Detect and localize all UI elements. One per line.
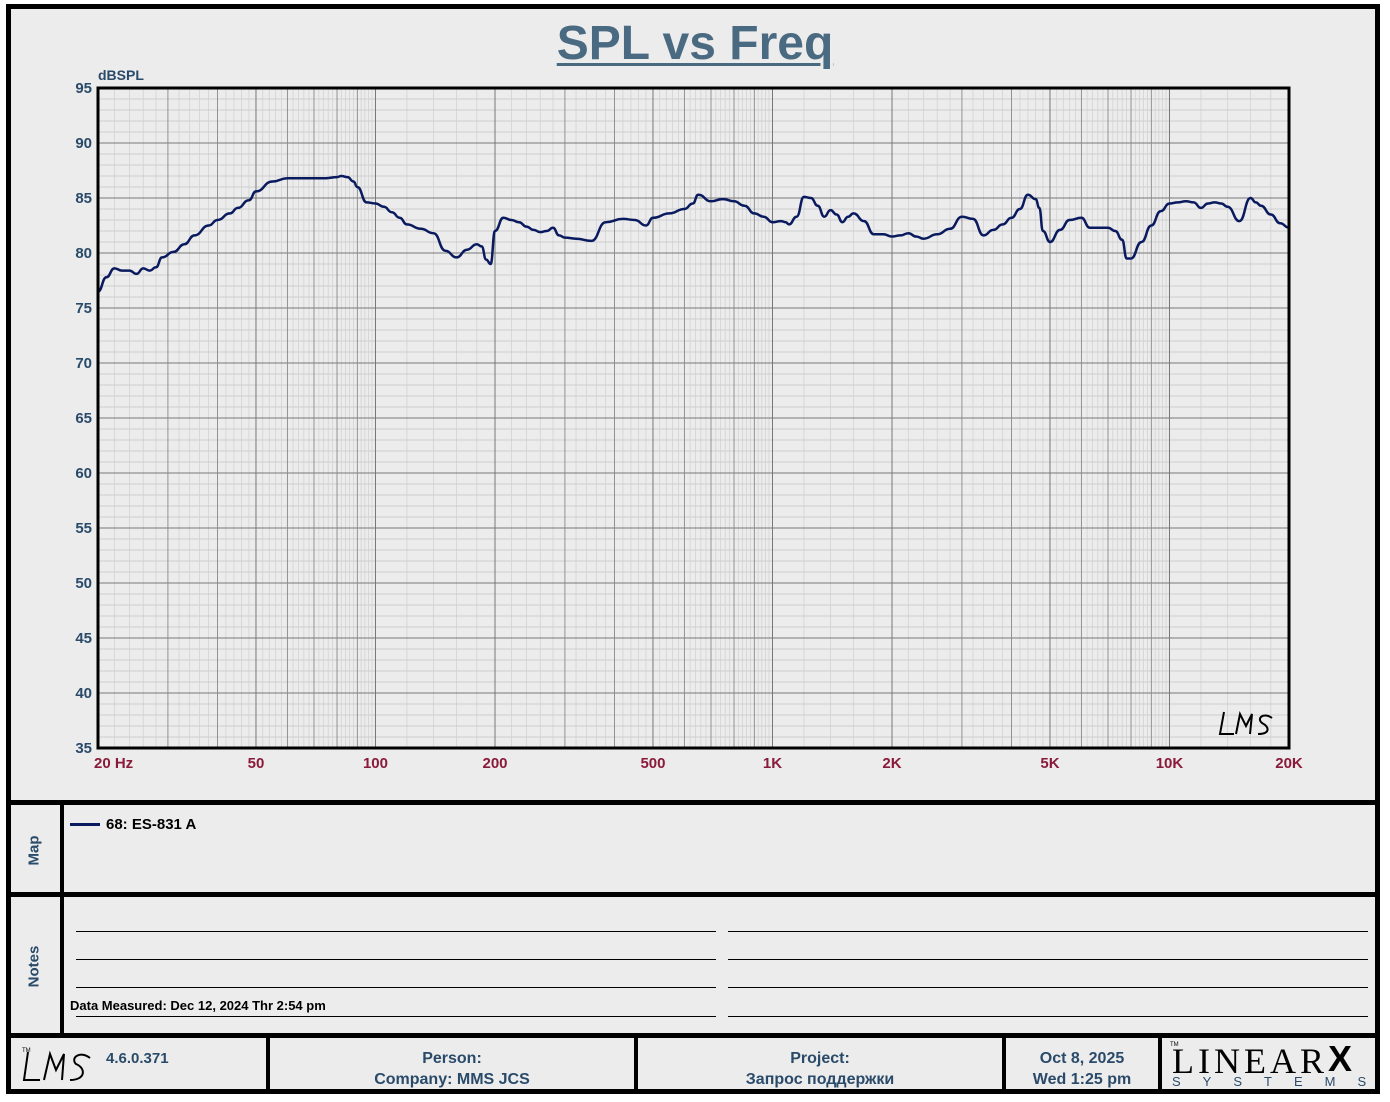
x-tick-label: 5K [1040, 755, 1059, 772]
x-tick-label: 20K [1275, 755, 1303, 772]
notes-label: Notes [25, 945, 43, 988]
note-line [728, 959, 1368, 960]
y-tick-label: 60 [75, 465, 92, 482]
y-tick-label: 35 [75, 740, 92, 757]
y-axis-label: dBSPL [98, 67, 144, 83]
legend-swatch [70, 823, 100, 826]
svg-text:TM: TM [22, 1048, 31, 1054]
divider-footer-top [6, 1033, 1380, 1038]
y-tick-label: 45 [75, 630, 92, 647]
company-text: Company: MMS JCS [374, 1071, 530, 1088]
y-tick-label: 65 [75, 410, 92, 427]
spl-chart: 95 90 85 80 75 70 65 60 55 50 45 40 35 20 Hz 50 100 200… [75, 67, 1303, 772]
x-tick-label: 200 [482, 755, 507, 772]
project-label: Project: [790, 1050, 850, 1067]
y-tick-label: 85 [75, 190, 92, 207]
map-label: Map [25, 835, 43, 866]
map-side-divider [60, 804, 64, 894]
day-time-text: Wed 1:25 pm [1032, 1071, 1132, 1088]
note-line [76, 1016, 716, 1017]
notes-side-divider [60, 896, 64, 1036]
footer-divider [634, 1037, 638, 1093]
note-line [76, 931, 716, 932]
note-line [728, 1016, 1368, 1017]
plot-border [96, 86, 1291, 750]
project-cell: Project: Запрос поддержки [638, 1048, 1002, 1098]
note-line [728, 931, 1368, 932]
project-name: Запрос поддержки [745, 1071, 895, 1088]
lms-watermark-logo [1218, 710, 1273, 735]
linearx-systems: SYSTEMS [1172, 1074, 1389, 1089]
x-tick-label: 100 [363, 755, 388, 772]
lms-logo: TM [22, 1048, 91, 1081]
y-tick-label: 50 [75, 575, 92, 592]
y-tick-label: 95 [75, 80, 92, 97]
x-tick-label: 20 Hz [94, 755, 133, 772]
x-tick-label: 50 [248, 755, 265, 772]
divider-notes-top [6, 892, 1380, 897]
note-line [76, 987, 716, 988]
linearx-word: LINEAR [1172, 1041, 1328, 1081]
date-text: Oct 8, 2025 [1039, 1050, 1125, 1067]
data-measured-text: Data Measured: Dec 12, 2024 Thr 2:54 pm [70, 998, 326, 1013]
x-tick-label: 500 [640, 755, 665, 772]
y-tick-label: 80 [75, 245, 92, 262]
legend-text: 68: ES-831 A [106, 816, 197, 833]
footer-divider [1002, 1037, 1006, 1093]
note-line [728, 987, 1368, 988]
date-cell: Oct 8, 2025 Wed 1:25 pm [1006, 1048, 1158, 1098]
chart-title: SPL vs Freq [556, 17, 834, 70]
divider-map-top [6, 800, 1380, 805]
y-tick-label: 70 [75, 355, 92, 372]
x-tick-label: 2K [882, 755, 901, 772]
x-tick-label: 10K [1156, 755, 1184, 772]
note-line [76, 959, 716, 960]
footer-divider [266, 1037, 270, 1093]
x-tick-label: 1K [763, 755, 782, 772]
footer-divider [1158, 1037, 1162, 1093]
linearx-logo: TM LINEAR X SYSTEMS [1170, 1038, 1389, 1089]
legend-entry: 68: ES-831 A [70, 816, 196, 833]
spl-curve-series [97, 174, 1290, 293]
y-tick-label: 75 [75, 300, 92, 317]
person-cell: Person: Company: MMS JCS [270, 1048, 634, 1098]
y-tick-label: 90 [75, 135, 92, 152]
linearx-x: X [1328, 1038, 1353, 1079]
person-label: Person: [422, 1050, 482, 1067]
y-tick-label: 55 [75, 520, 92, 537]
y-tick-label: 40 [75, 685, 92, 702]
version-text: 4.6.0.371 [106, 1050, 169, 1067]
